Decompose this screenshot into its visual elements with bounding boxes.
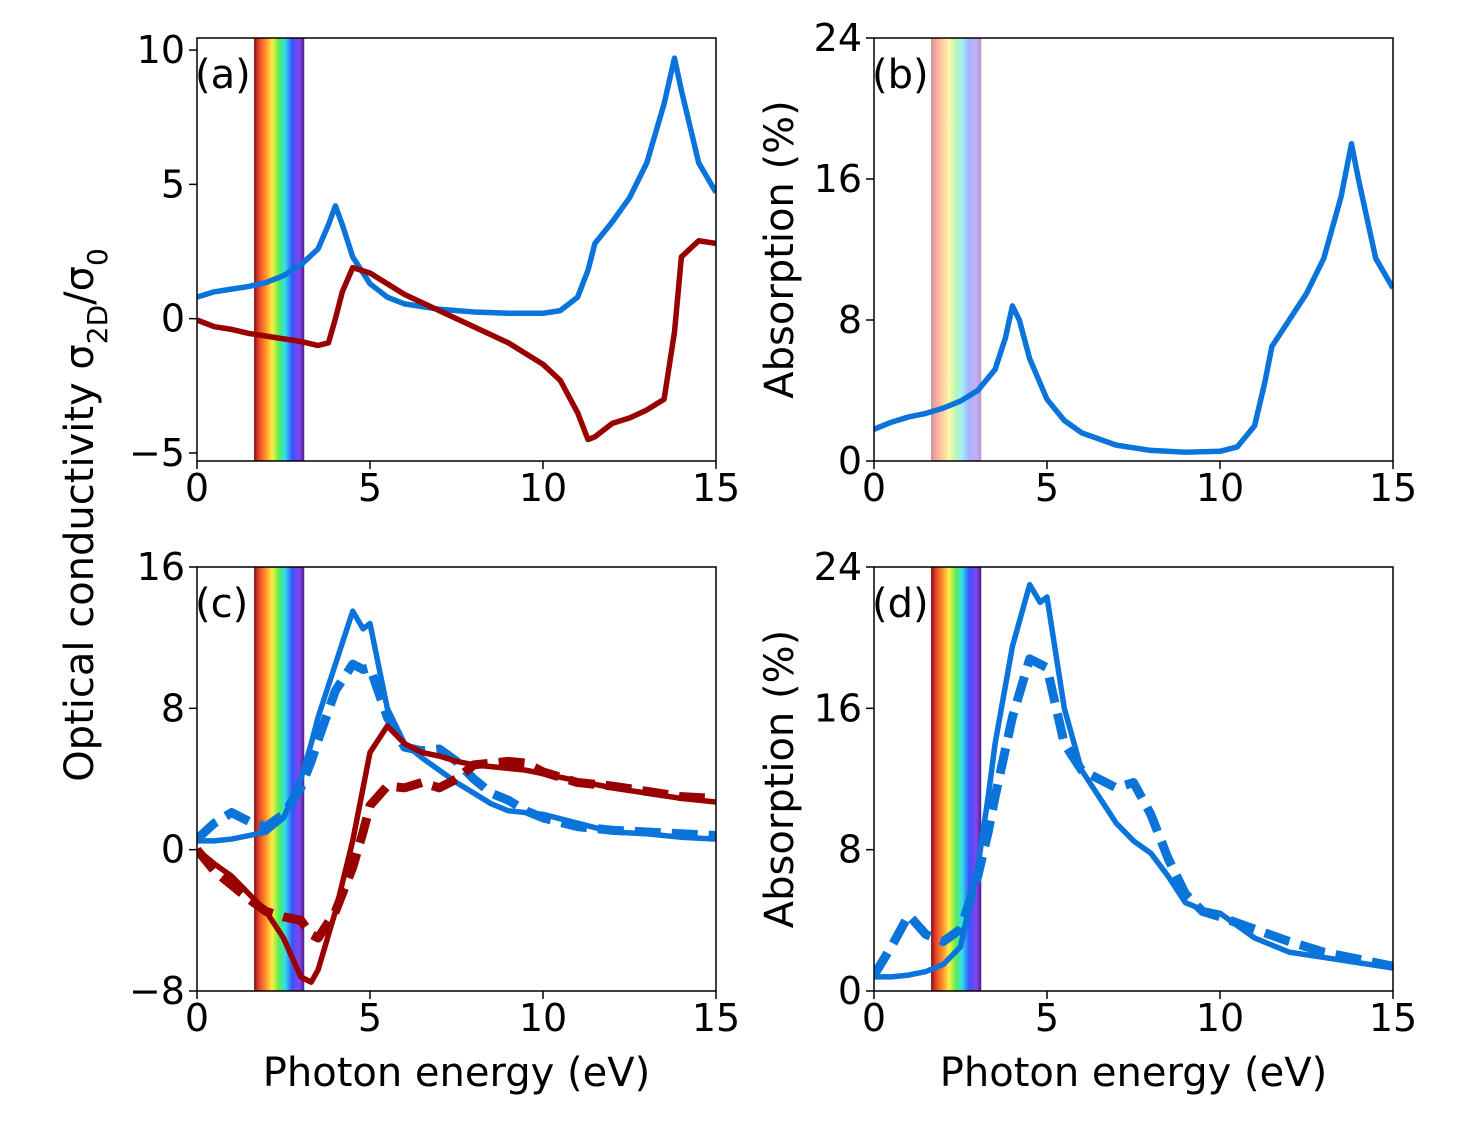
x-tick-label: 15 (1369, 466, 1417, 510)
label-segment: 0 (81, 248, 114, 266)
x-tick-label: 10 (1196, 996, 1244, 1040)
y-tick-label: 16 (137, 545, 185, 589)
y-tick-label: 24 (814, 545, 862, 589)
y-tick-label: 8 (838, 828, 862, 872)
data-line (197, 238, 716, 443)
plot-frame (873, 566, 1394, 992)
x-tick-label: 15 (692, 466, 740, 510)
visible-band (931, 38, 982, 461)
x-tick-label: 5 (1035, 466, 1059, 510)
plot-frame (196, 37, 717, 462)
y-axis-label: Absorption (%) (757, 100, 803, 398)
data-line (874, 141, 1393, 455)
x-tick-label: 5 (358, 996, 382, 1040)
panel-label: (d) (872, 581, 929, 627)
y-axis-label: Optical conductivity σ2D/σ0 (57, 248, 114, 782)
y-tick-label: 0 (838, 969, 862, 1013)
y-tick-label: 0 (838, 439, 862, 483)
label-segment: 2D (81, 305, 114, 344)
x-axis-label: Photon energy (eV) (263, 1050, 650, 1096)
x-tick-label: 0 (185, 996, 209, 1040)
label-segment: Optical conductivity σ (57, 344, 103, 782)
visible-band (931, 567, 982, 991)
y-tick-label: 5 (161, 162, 185, 206)
x-tick-label: 0 (185, 466, 209, 510)
panel-label: (a) (195, 52, 251, 98)
y-tick-label: 8 (838, 298, 862, 342)
y-tick-label: −8 (129, 969, 185, 1013)
y-tick-label: 8 (161, 686, 185, 730)
x-tick-label: 10 (519, 996, 567, 1040)
x-tick-label: 0 (862, 466, 886, 510)
y-axis-label: Absorption (%) (757, 630, 803, 928)
panel-label: (c) (195, 581, 248, 627)
x-tick-label: 5 (358, 466, 382, 510)
x-tick-label: 10 (1196, 466, 1244, 510)
x-tick-label: 0 (862, 996, 886, 1040)
panel-label: (b) (872, 52, 929, 98)
y-tick-label: −5 (129, 431, 185, 475)
y-tick-label: 10 (137, 28, 185, 72)
x-tick-label: 15 (692, 996, 740, 1040)
x-axis-label: Photon energy (eV) (940, 1050, 1327, 1096)
x-tick-label: 5 (1035, 996, 1059, 1040)
x-tick-label: 10 (519, 466, 567, 510)
y-tick-label: 0 (161, 297, 185, 341)
label-segment: /σ (57, 266, 103, 305)
y-tick-label: 16 (814, 686, 862, 730)
x-tick-label: 15 (1369, 996, 1417, 1040)
data-line (874, 654, 1393, 978)
plot-frame (196, 566, 717, 992)
data-line (197, 723, 716, 985)
y-tick-label: 24 (814, 16, 862, 60)
plot-frame (873, 37, 1394, 462)
y-tick-label: 16 (814, 157, 862, 201)
visible-band (254, 38, 305, 461)
y-tick-label: 0 (161, 828, 185, 872)
